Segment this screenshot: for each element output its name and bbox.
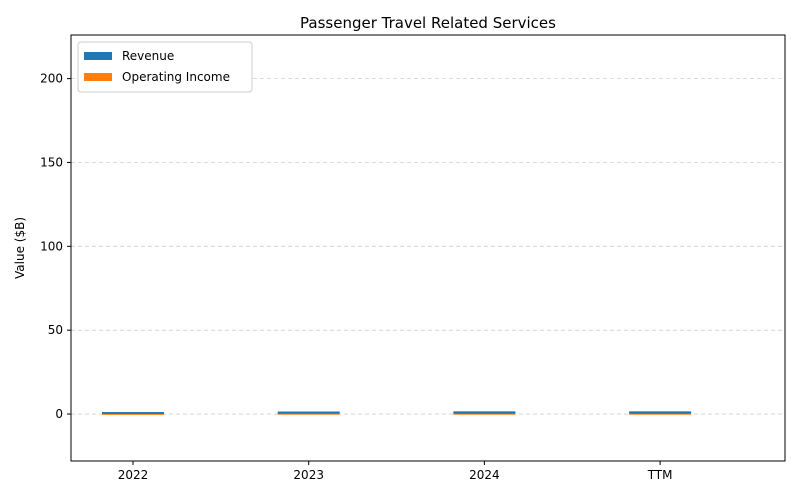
x-tick-label: 2023 (293, 468, 324, 482)
bar-revenue-2022 (102, 412, 164, 415)
y-tick-label: 100 (40, 239, 63, 253)
legend-label-revenue: Revenue (122, 49, 174, 63)
x-tick-label: TTM (647, 468, 673, 482)
bar-operating-income-ttm (629, 413, 692, 415)
bar-operating-income-2024 (453, 413, 516, 415)
y-tick-label: 200 (40, 72, 63, 86)
legend: Revenue Operating Income (77, 41, 253, 93)
legend-swatch-operating-income (84, 73, 112, 81)
legend-box (77, 41, 253, 93)
bar-revenue-2024 (453, 411, 516, 415)
y-tick-label: 50 (48, 323, 63, 337)
bar-revenue-2023 (277, 411, 340, 415)
y-tick-label: 150 (40, 155, 63, 169)
y-tick-label: 0 (55, 407, 63, 421)
x-tick-label: 2022 (118, 468, 149, 482)
plot-frame (70, 34, 786, 462)
axis-layer: 0 50 100 150 200 2022 2023 2024 TTM (40, 72, 672, 482)
legend-swatch-revenue (84, 52, 112, 60)
y-axis-label: Value ($B) (13, 217, 27, 279)
bar-revenue-ttm (629, 411, 692, 415)
bar-operating-income-2022 (102, 413, 164, 415)
x-tick-label: 2024 (469, 468, 500, 482)
chart-title: Passenger Travel Related Services (300, 14, 556, 32)
bar-layer (102, 411, 692, 415)
legend-label-operating-income: Operating Income (122, 70, 230, 84)
bar-operating-income-2023 (277, 413, 340, 415)
